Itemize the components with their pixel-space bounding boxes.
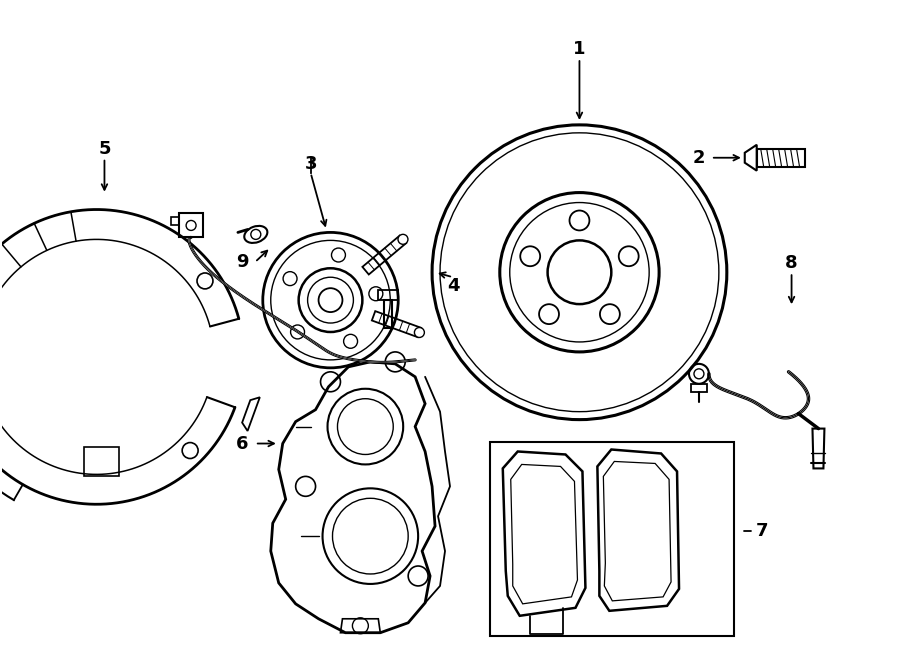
Text: 7: 7 [756, 522, 769, 540]
Circle shape [398, 234, 408, 244]
Text: 3: 3 [304, 155, 317, 173]
Text: 6: 6 [237, 434, 248, 453]
Text: 8: 8 [785, 254, 798, 272]
Text: 9: 9 [237, 254, 248, 271]
Text: 4: 4 [446, 277, 459, 295]
Bar [490, 442, 734, 636]
Text: 2: 2 [692, 149, 705, 167]
Text: 5: 5 [98, 140, 111, 158]
Text: 1: 1 [573, 40, 586, 58]
Circle shape [414, 328, 425, 338]
